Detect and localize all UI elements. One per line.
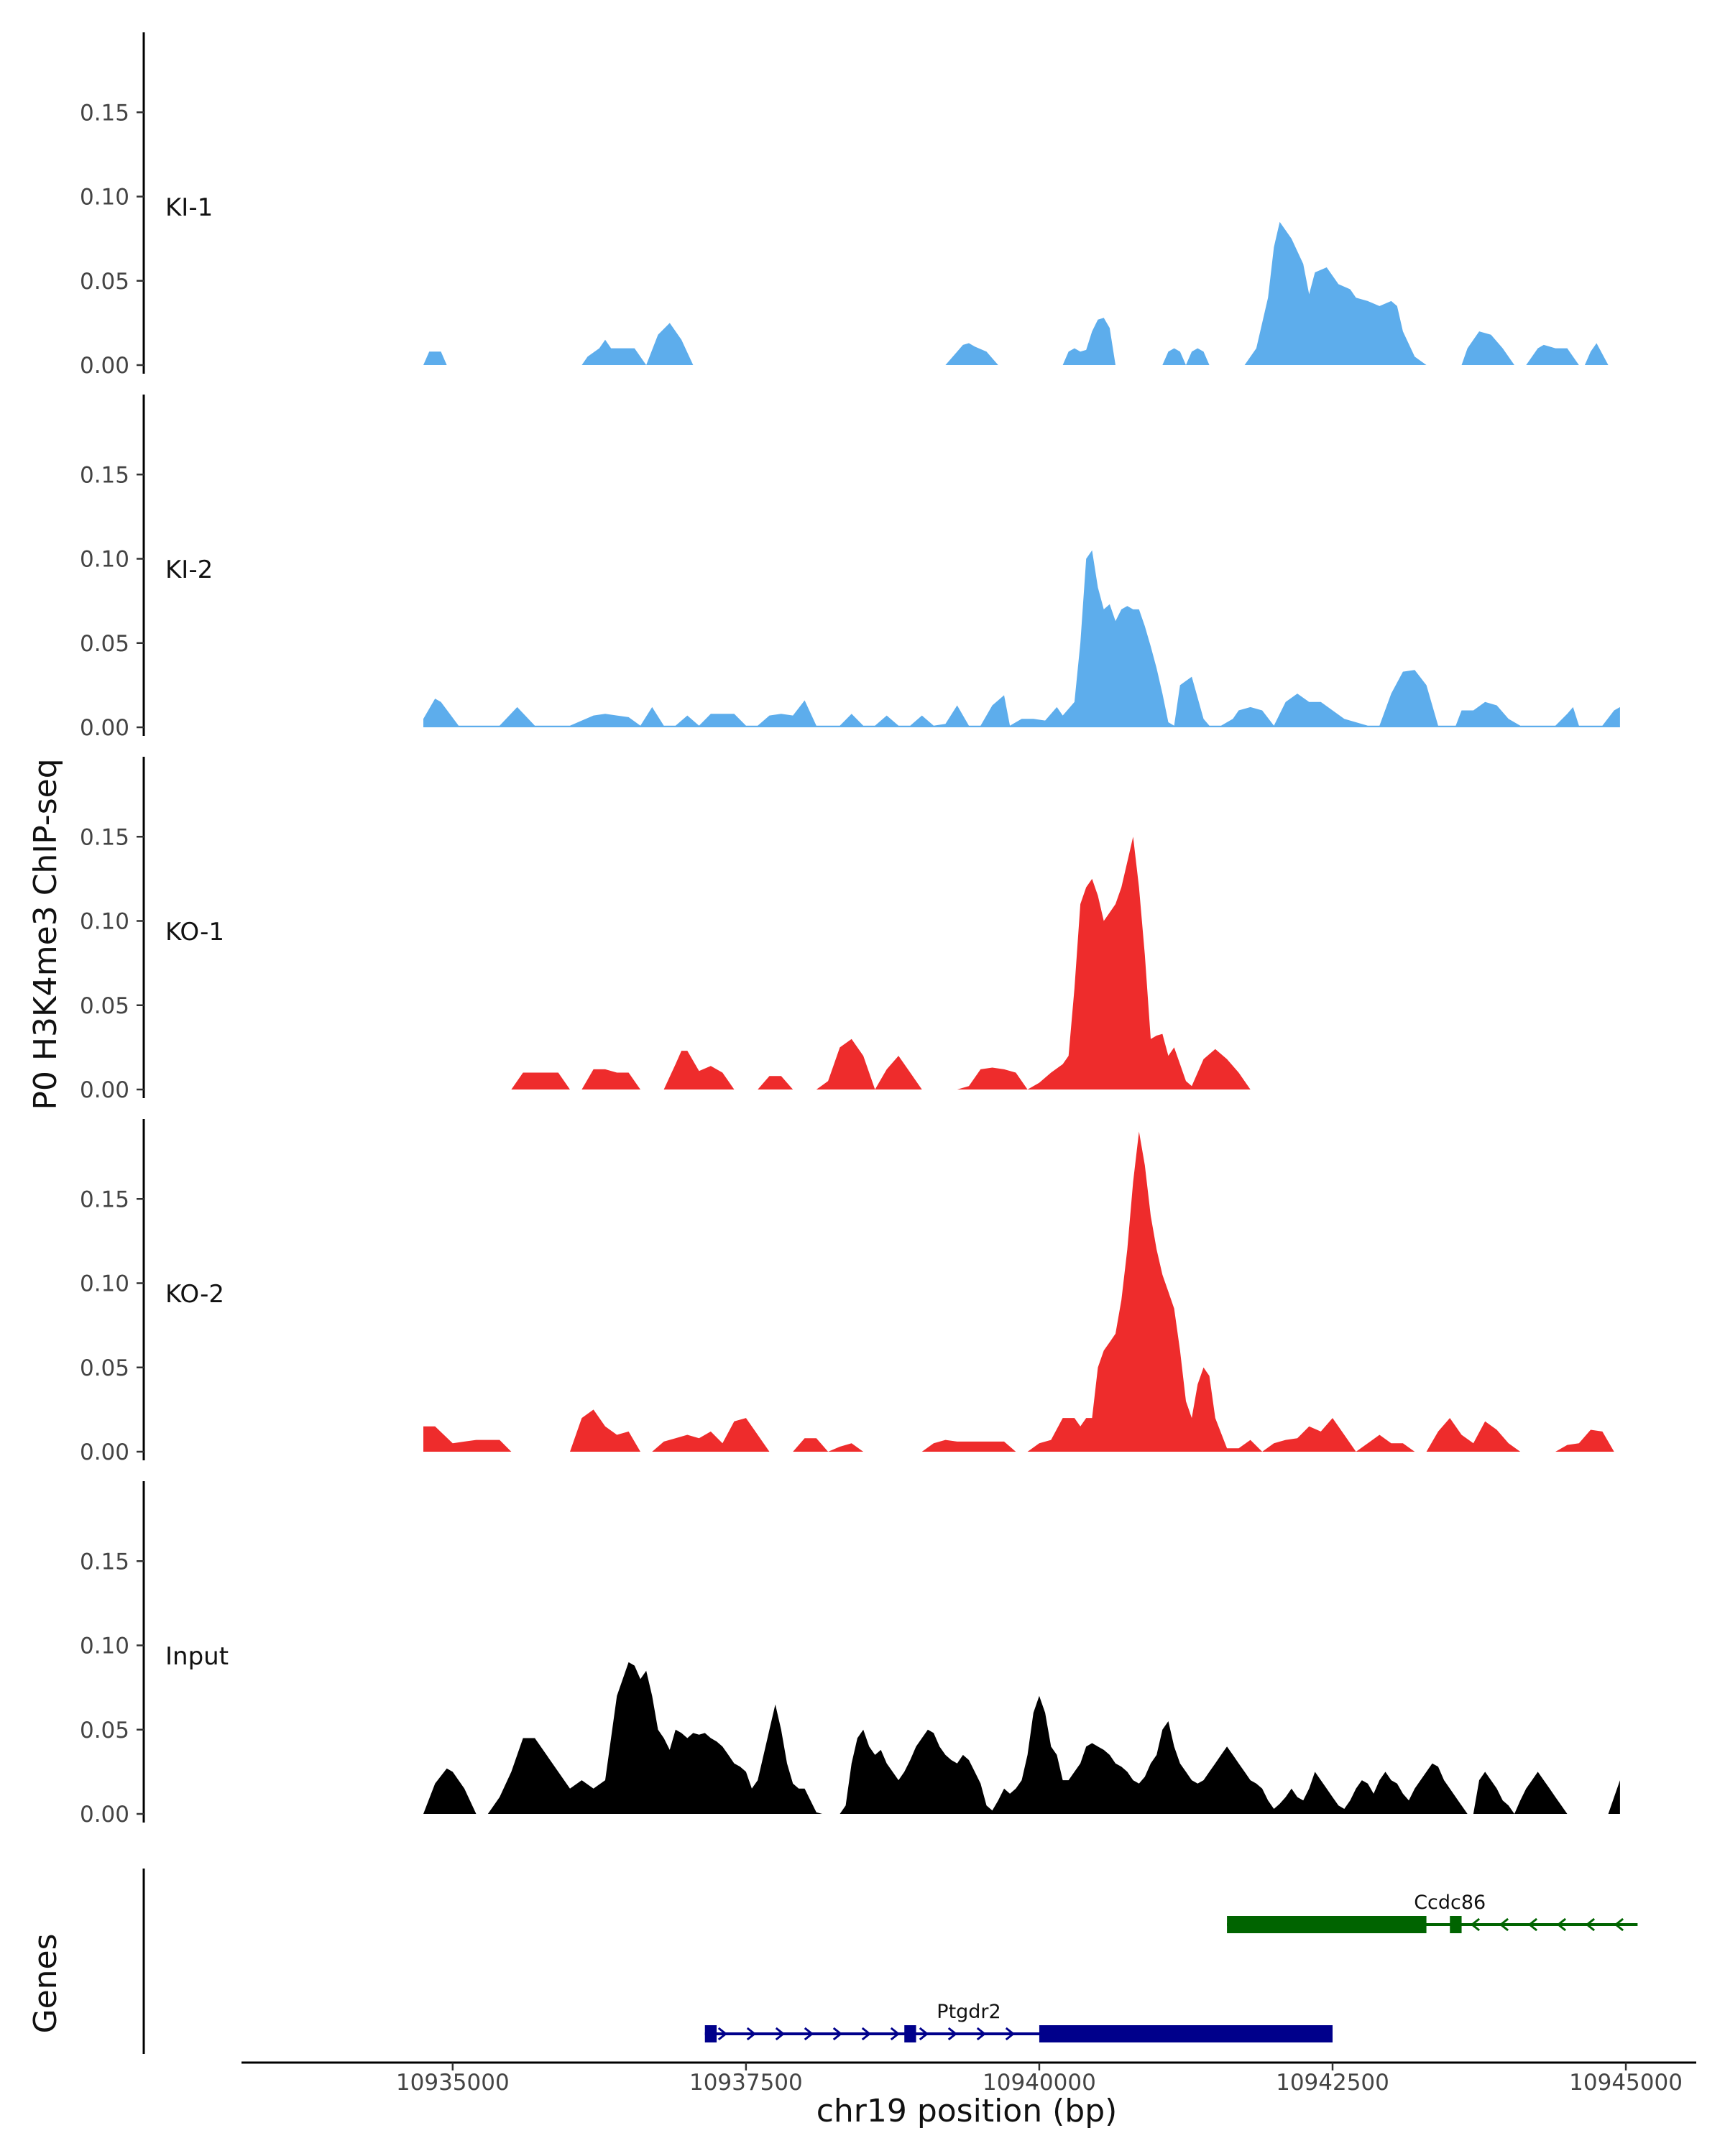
y-tick-label: 0.00 <box>80 1077 129 1103</box>
strand-arrow <box>1005 2027 1016 2041</box>
y-tick-label: 0.05 <box>80 631 129 657</box>
genes-layer: Ptgdr2 Ccdc86 <box>142 1869 1638 2054</box>
strand-arrow <box>775 2027 786 2041</box>
x-tick-label: 10945000 <box>1569 2070 1683 2096</box>
y-axis-title: P0 H3K4me3 ChIP-seq <box>27 758 64 1110</box>
gene-exon <box>1227 1916 1427 1933</box>
x-axis: 10935000 10937500 10940000 10942500 10945000 <box>242 2061 1696 2096</box>
strand-arrow <box>890 2027 901 2041</box>
track-ki-2: 0.00 0.05 0.10 0.15 KI-2 <box>80 395 1620 741</box>
strand-arrow <box>861 2027 872 2041</box>
track-label: KO-2 <box>165 1280 224 1309</box>
y-tick-label: 0.05 <box>80 1718 129 1743</box>
coverage-area-ko-2 <box>423 1131 1620 1452</box>
gene-exon <box>1450 1916 1462 1933</box>
x-tick-label: 10942500 <box>1276 2070 1389 2096</box>
y-tick-label: 0.15 <box>80 100 129 126</box>
tracks-layer: 0.00 0.05 0.10 0.15 KI-1 0.00 0.05 0.10 0.15 KI-2… <box>80 32 1627 1828</box>
strand-arrow <box>717 2027 728 2041</box>
y-tick-label: 0.05 <box>80 269 129 295</box>
strand-arrow <box>746 2027 757 2041</box>
gene-ccdc86: Ccdc86 <box>1227 1892 1638 1933</box>
y-tick-label: 0.00 <box>80 715 129 741</box>
gene-exon <box>904 2025 916 2042</box>
coverage-area-ki-2 <box>423 550 1620 727</box>
y-tick-label: 0.00 <box>80 1802 129 1828</box>
strand-arrow <box>1614 1917 1624 1932</box>
y-tick-label: 0.00 <box>80 353 129 379</box>
y-tick-label: 0.10 <box>80 185 129 211</box>
x-tick-label: 10935000 <box>396 2070 510 2096</box>
strand-arrow <box>919 2027 929 2041</box>
y-tick-label: 0.15 <box>80 462 129 488</box>
track-label: KO-1 <box>165 918 224 946</box>
track-ko-2: 0.00 0.05 0.10 0.15 KO-2 <box>80 1119 1620 1465</box>
gene-exon <box>704 2025 717 2042</box>
gene-label: Ccdc86 <box>1414 1892 1486 1914</box>
strand-arrow <box>947 2027 958 2041</box>
strand-arrow <box>832 2027 843 2041</box>
y-tick-label: 0.15 <box>80 1549 129 1575</box>
track-label: KI-2 <box>165 556 213 584</box>
y-tick-label: 0.05 <box>80 993 129 1019</box>
coverage-area-ko-1 <box>511 837 1620 1089</box>
strand-arrow <box>1499 1917 1509 1932</box>
x-tick-label: 10937500 <box>689 2070 803 2096</box>
track-ko-1: 0.00 0.05 0.10 0.15 KO-1 <box>80 757 1620 1103</box>
y-tick-label: 0.10 <box>80 1634 129 1659</box>
gene-exon <box>1039 2025 1333 2042</box>
y-tick-label: 0.15 <box>80 1187 129 1212</box>
track-ki-1: 0.00 0.05 0.10 0.15 KI-1 <box>80 32 1627 379</box>
coverage-area-input <box>423 1662 1620 1814</box>
track-label: KI-1 <box>165 193 213 222</box>
strand-arrow <box>1470 1917 1481 1932</box>
strand-arrow <box>1585 1917 1596 1932</box>
strand-arrow <box>976 2027 987 2041</box>
track-label: Input <box>165 1642 229 1671</box>
y-tick-label: 0.10 <box>80 909 129 935</box>
track-input: 0.00 0.05 0.10 0.15 Input <box>80 1481 1620 1828</box>
strand-arrow <box>1527 1917 1538 1932</box>
y-tick-label: 0.00 <box>80 1439 129 1465</box>
gene-label: Ptgdr2 <box>937 2001 1000 2023</box>
coverage-area-ki-1 <box>423 221 1627 365</box>
strand-arrow <box>804 2027 814 2041</box>
genes-axis-title: Genes <box>27 1933 64 2033</box>
y-tick-label: 0.15 <box>80 824 129 850</box>
y-tick-label: 0.10 <box>80 547 129 573</box>
y-tick-label: 0.05 <box>80 1355 129 1381</box>
x-axis-title: chr19 position (bp) <box>816 2093 1118 2129</box>
strand-arrow <box>1556 1917 1567 1932</box>
x-tick-label: 10940000 <box>983 2070 1096 2096</box>
gene-ptgdr2: Ptgdr2 <box>704 2001 1333 2042</box>
y-tick-label: 0.10 <box>80 1271 129 1297</box>
